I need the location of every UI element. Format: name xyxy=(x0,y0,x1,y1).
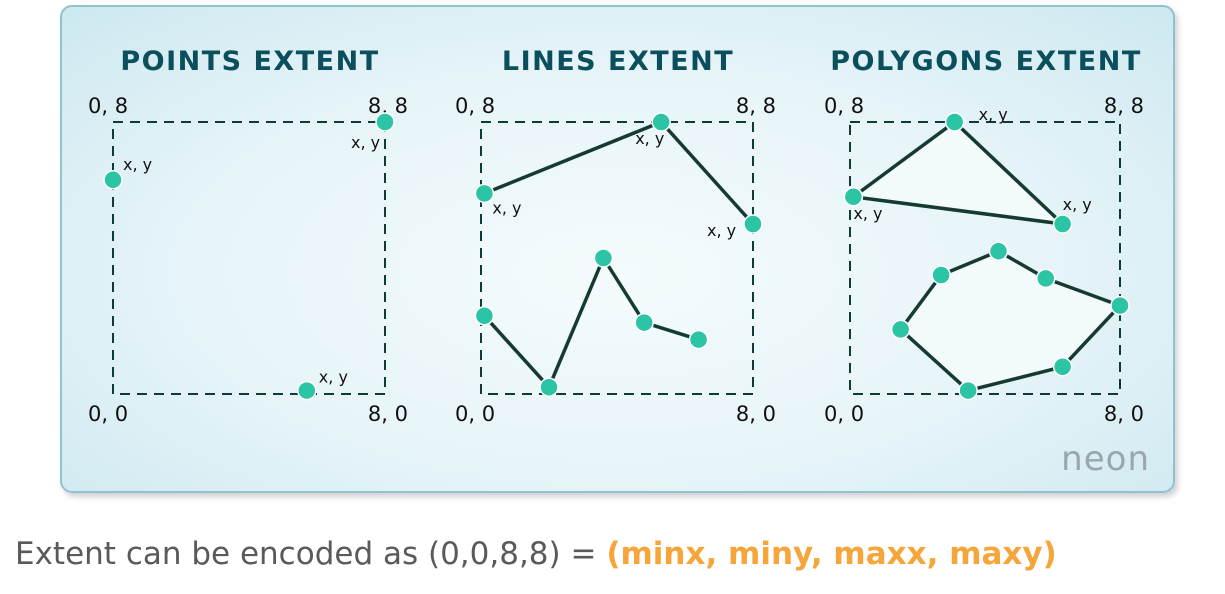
vertex-label: x, y xyxy=(492,198,521,217)
vertex-label: x, y xyxy=(351,133,380,152)
vertex-point xyxy=(651,112,671,132)
vertex-point xyxy=(474,183,495,204)
corner-label-bottom-left: 0, 0 xyxy=(824,402,864,426)
extent-box xyxy=(112,121,386,395)
corner-label-bottom-right: 8, 0 xyxy=(368,402,408,426)
corner-label-top-right: 8, 8 xyxy=(1104,94,1144,118)
geometry-layer: x, y x, y x, y xyxy=(474,112,763,397)
vertex-point xyxy=(1052,214,1073,234)
vertex-point xyxy=(931,265,951,285)
vertex-label: x, y xyxy=(707,221,736,240)
vertex-point xyxy=(375,112,395,132)
vertex-label: x, y xyxy=(319,368,348,387)
vertex-label: x, y xyxy=(979,105,1008,124)
corner-label-bottom-right: 8, 0 xyxy=(1104,402,1144,426)
line-feature xyxy=(483,120,755,226)
vertex-point xyxy=(1036,268,1056,289)
vertex-point xyxy=(843,187,864,207)
caption-text: Extent can be encoded as (0,0,8,8) = xyxy=(15,536,607,572)
extent-box xyxy=(480,121,754,395)
vertex-point xyxy=(1052,357,1073,377)
points-extent-panel: POINTS EXTENT 0, 8 8, 8 0, 0 8, 0 x, yx,… xyxy=(88,46,408,426)
vertex-point xyxy=(944,112,965,132)
corner-label-bottom-left: 0, 0 xyxy=(455,402,495,426)
corner-label-bottom-left: 0, 0 xyxy=(88,402,128,426)
vertex-label: x, y xyxy=(853,204,882,223)
corner-label-top-left: 0, 8 xyxy=(455,94,495,118)
vertex-point xyxy=(634,312,654,333)
vertex-point xyxy=(688,329,709,350)
corner-label-top-left: 0, 8 xyxy=(824,94,864,118)
vertex-point xyxy=(593,248,614,268)
geometry-layer: x, y x, y x, y xyxy=(843,105,1130,401)
vertex-point xyxy=(988,241,1009,261)
vertex-label: x, y xyxy=(123,155,152,174)
vertex-label: x, y xyxy=(635,129,664,148)
vertex-point xyxy=(958,380,978,401)
geometry-layer: x, y x, y x, y xyxy=(103,112,395,401)
vertex-point xyxy=(539,377,559,397)
lines-extent-panel: LINES EXTENT 0, 8 8, 8 0, 0 8, 0 x, yx, … xyxy=(455,46,776,426)
vertex-point xyxy=(474,306,495,326)
panel-title: POINTS EXTENT xyxy=(120,46,379,77)
polygon-feature xyxy=(851,120,1065,226)
caption: Extent can be encoded as (0,0,8,8) = (mi… xyxy=(15,536,1057,572)
corner-label-bottom-right: 8, 0 xyxy=(736,402,776,426)
vertex-point xyxy=(103,170,123,190)
neon-logo: neon xyxy=(1061,439,1150,479)
corner-label-top-left: 0, 8 xyxy=(88,94,128,118)
line-feature xyxy=(483,256,700,389)
caption-highlight: (minx, miny, maxx, maxy) xyxy=(606,536,1057,572)
polygons-extent-panel: POLYGONS EXTENT 0, 8 8, 8 0, 0 8, 0 x, y… xyxy=(824,46,1144,426)
panel-title: LINES EXTENT xyxy=(502,46,734,77)
vertex-label: x, y xyxy=(1063,195,1092,214)
vertex-point xyxy=(743,214,763,234)
panel-title: POLYGONS EXTENT xyxy=(830,46,1141,77)
vertex-point xyxy=(297,380,317,401)
vertex-point xyxy=(1110,295,1130,316)
corner-label-top-right: 8, 8 xyxy=(736,94,776,118)
vertex-point xyxy=(890,319,911,340)
